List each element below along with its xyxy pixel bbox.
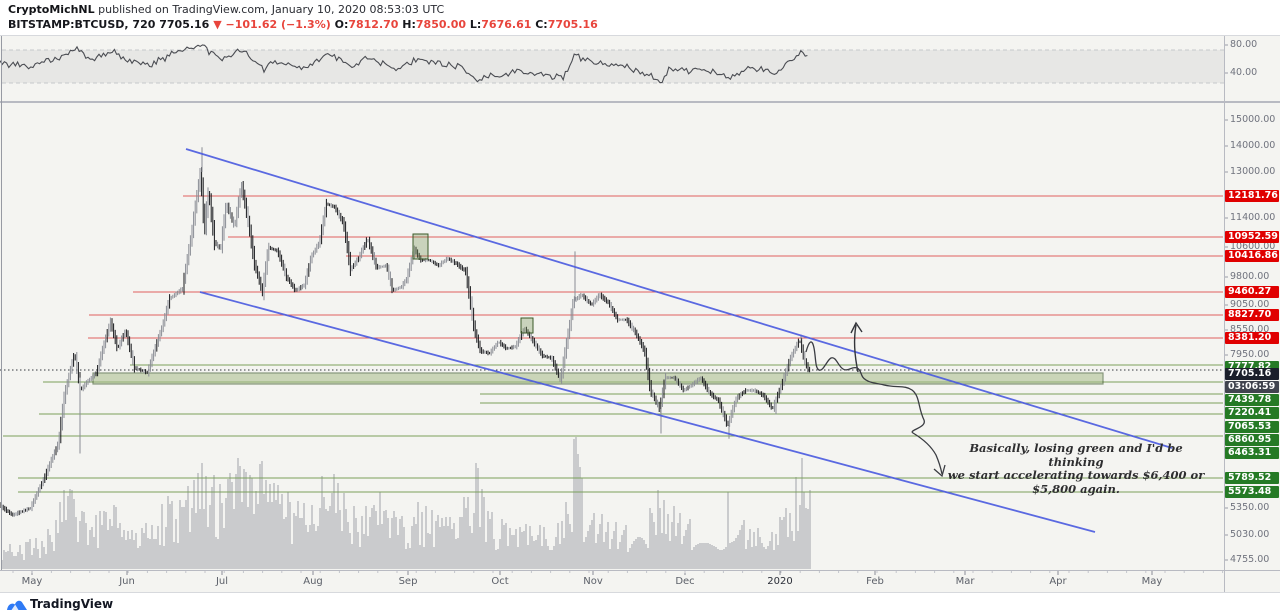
price-axis-border[interactable] (1224, 36, 1225, 592)
indicator-tick: 40.00 (1230, 67, 1258, 78)
resistance-price-label: 8827.70 (1225, 309, 1279, 321)
highlight-box[interactable] (520, 317, 534, 334)
panel-separator[interactable] (0, 101, 1280, 103)
price-tick: 7950.00 (1230, 349, 1270, 360)
projection-arrow-head (933, 464, 946, 478)
projection-path-arrow[interactable] (805, 341, 943, 475)
annotation-line1: Basically, losing green and I'd be think… (969, 441, 1183, 469)
resistance-price-label: 8381.20 (1225, 332, 1279, 344)
resistance-price-label: 10952.59 (1225, 231, 1279, 243)
chart-left-border (1, 36, 2, 570)
price-tick: 10600.00 (1230, 241, 1276, 252)
chart-background[interactable] (0, 35, 1280, 592)
time-axis-label: Oct (491, 576, 509, 587)
symbol-interval: BITSTAMP:BTCUSD, 720 (8, 18, 156, 31)
support-price-label: 5789.52 (1225, 472, 1279, 484)
resistance-price-label: 10416.86 (1225, 250, 1279, 262)
time-axis-label: Nov (583, 576, 603, 587)
tradingview-brand[interactable]: TradingView (30, 597, 114, 611)
high-value: 7850.00 (415, 18, 467, 31)
support-price-label: 6860.95 (1225, 434, 1279, 446)
symbol-info-row: BITSTAMP:BTCUSD, 720 7705.16 ▼ −101.62 (… (8, 18, 598, 31)
time-axis-label: Jul (215, 576, 229, 587)
price-tick: 9050.00 (1230, 299, 1270, 310)
oscillator-line[interactable] (0, 44, 808, 84)
footer-separator (0, 592, 1280, 593)
time-axis-separator (0, 570, 1280, 571)
indicator-band (2, 50, 1224, 83)
price-bars-down (0, 167, 811, 517)
time-axis-label: Feb (866, 576, 884, 587)
current-price-label: 7705.16 (1225, 368, 1279, 380)
time-axis-label: 2020 (767, 576, 793, 587)
support-price-label: 7439.78 (1225, 394, 1279, 406)
annotation-line2: we start accelerating towards $6,400 or … (947, 468, 1205, 496)
price-tick: 8550.00 (1230, 324, 1270, 335)
time-axis-label: Aug (303, 576, 323, 587)
trend-channel-line[interactable] (185, 148, 1173, 449)
time-axis-label: Apr (1049, 576, 1067, 587)
volume-bars (1, 437, 811, 569)
last-price: 7705.16 (159, 18, 210, 31)
price-bars-up (1, 168, 806, 517)
time-axis-label: Jun (119, 576, 135, 587)
open-value: 7812.70 (348, 18, 399, 31)
bar-countdown-label: 03:06:59 (1225, 381, 1279, 393)
header-separator (0, 35, 1280, 36)
price-tick: 5030.00 (1230, 529, 1270, 540)
low-value: 7676.61 (481, 18, 532, 31)
price-tick: 13000.00 (1230, 166, 1276, 177)
support-price-label: 6463.31 (1225, 447, 1279, 459)
close-value: 7705.16 (547, 18, 598, 31)
close-label: C: (535, 18, 548, 31)
price-tick: 11400.00 (1230, 212, 1276, 223)
high-label: H: (402, 18, 416, 31)
time-axis-label: Sep (398, 576, 418, 587)
low-label: L: (469, 18, 482, 31)
price-tick: 4755.00 (1230, 554, 1270, 565)
price-tick: 5350.00 (1230, 502, 1270, 513)
time-axis-label: May (21, 576, 43, 587)
chart-header: CryptoMichNL published on TradingView.co… (0, 0, 1280, 35)
publish-info: CryptoMichNL published on TradingView.co… (8, 3, 444, 16)
time-axis-label: Dec (675, 576, 695, 587)
price-tick: 14000.00 (1230, 140, 1276, 151)
price-tick: 15000.00 (1230, 114, 1276, 125)
support-price-label: 5573.48 (1225, 486, 1279, 498)
price-change: ▼ −101.62 (−1.3%) (213, 18, 331, 31)
highlight-box[interactable] (412, 233, 429, 260)
up-arrow-head (850, 321, 863, 334)
footer: TradingView (0, 593, 1280, 616)
time-axis-label: May (1141, 576, 1163, 587)
green-zone-band[interactable] (92, 372, 1104, 385)
trend-channel-line[interactable] (199, 291, 1096, 533)
price-tick: 9800.00 (1230, 271, 1270, 282)
indicator-tick: 80.00 (1230, 39, 1258, 50)
author-name: CryptoMichNL (8, 3, 95, 16)
resistance-price-label: 12181.76 (1225, 190, 1279, 202)
resistance-price-label: 9460.27 (1225, 286, 1279, 298)
support-price-label: 7065.53 (1225, 421, 1279, 433)
time-axis-label: Mar (955, 576, 975, 587)
open-label: O: (334, 18, 349, 31)
tradingview-logo-icon[interactable] (6, 596, 28, 612)
analyst-annotation[interactable]: Basically, losing green and I'd be think… (945, 441, 1207, 496)
publish-text: published on TradingView.com, January 10… (94, 3, 445, 16)
support-price-label: 7220.41 (1225, 407, 1279, 419)
